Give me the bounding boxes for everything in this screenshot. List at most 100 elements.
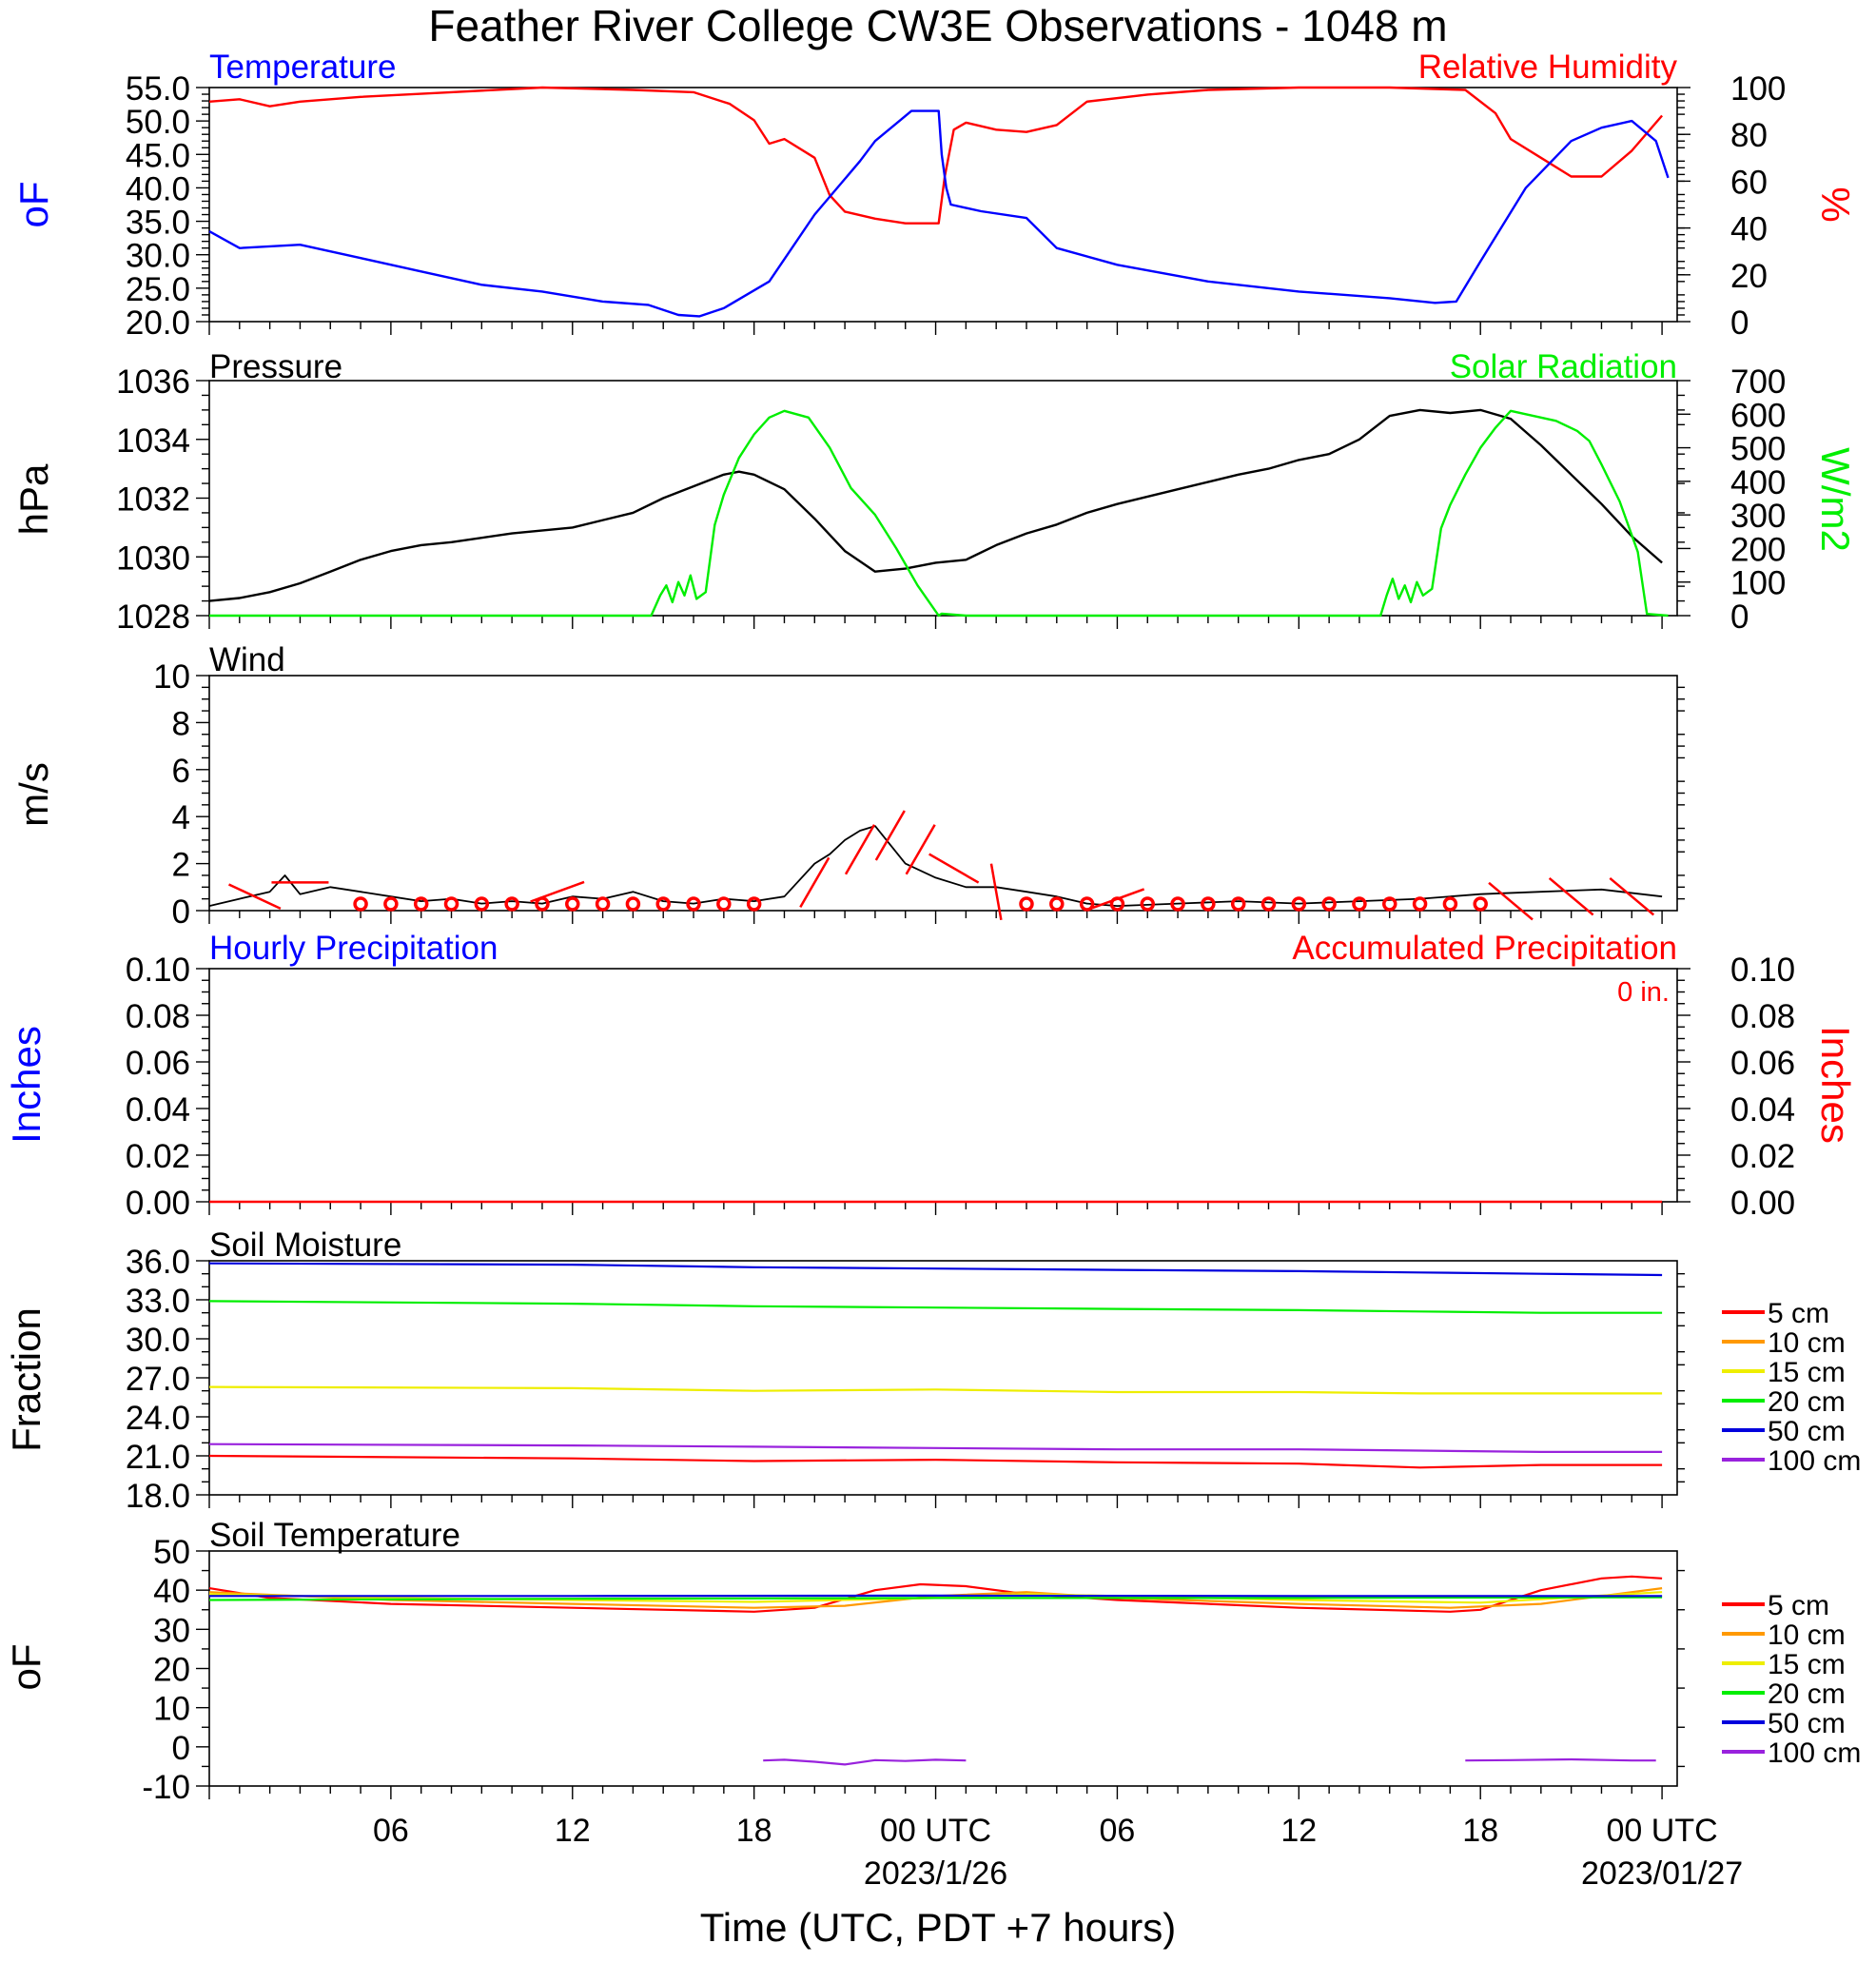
pressure-panel-frame [209,381,1677,616]
temperature-line [209,111,1669,317]
wind-speed-line [209,826,1662,906]
soil-moisture-legend-item: 20 cm [1768,1386,1846,1418]
accum-ytick-label: 0.04 [1730,1091,1795,1129]
soil-moisture-legend-item: 10 cm [1768,1327,1846,1359]
soil-moisture-legend-item: 5 cm [1768,1298,1829,1329]
accum-ytick-label: 0.10 [1730,952,1795,989]
pressure-ytick-label: 1028 [116,599,190,636]
calm-wind-circle [1354,898,1365,910]
hourly-precip-label: Hourly Precipitation [209,930,498,967]
solar-ytick-label: 0 [1730,599,1749,636]
temp-ytick-label: 55.0 [126,70,190,108]
soil-temp-ytick-label: 0 [172,1730,190,1767]
soil-moisture-label: Soil Moisture [209,1227,401,1264]
precip-ytick-label: 0.02 [126,1138,190,1175]
x-tick-label: 00 UTC [1607,1813,1718,1849]
wind-ytick-label: 8 [172,705,190,742]
solar-ytick-label: 600 [1730,397,1786,434]
calm-wind-circle [1444,898,1456,910]
wind-barb [1550,878,1593,915]
soil-temp-ytick-label: 30 [153,1612,190,1649]
pressure-line [209,410,1662,601]
accum-ytick-label: 0.08 [1730,998,1795,1035]
soil-moisture-ytick-label: 27.0 [126,1361,190,1398]
soil-moisture-ytick-label: 24.0 [126,1400,190,1437]
precip-unit-left: Inches [4,1026,49,1144]
pressure-ytick-label: 1030 [116,540,190,577]
date-label: 2023/1/26 [864,1855,1007,1892]
x-tick-label: 18 [1462,1813,1498,1849]
calm-wind-circle [597,898,609,910]
precip-ytick-label: 0.08 [126,998,190,1035]
wind-ytick-label: 0 [172,893,190,931]
calm-wind-circle [446,898,458,910]
pressure-unit-label: hPa [11,463,56,535]
calm-wind-circle [627,898,638,910]
chart-title: Feather River College CW3E Observations … [428,1,1447,50]
wind-panel-frame [209,676,1677,911]
humidity-label: Relative Humidity [1418,49,1678,86]
x-axis-title: Time (UTC, PDT +7 hours) [700,1905,1177,1950]
x-tick-label: 00 UTC [880,1813,991,1849]
soil-moisture-legend-item: 15 cm [1768,1357,1846,1388]
soil-temp-legend-item: 15 cm [1768,1649,1846,1680]
soil-temp-unit: oF [4,1643,49,1690]
wind-ytick-label: 6 [172,753,190,790]
solar-line [209,411,1669,616]
soil-moisture-line [209,1456,1662,1467]
wind-barb [1610,878,1653,915]
precip-ytick-label: 0.10 [126,952,190,989]
soil-moisture-ytick-label: 18.0 [126,1478,190,1515]
wind-unit-label: m/s [11,762,56,827]
temp-ytick-label: 20.0 [126,304,190,342]
soil-temp-ytick-label: 20 [153,1652,190,1689]
calm-wind-circle [1233,898,1244,910]
temp-ytick-label: 30.0 [126,238,190,275]
soil-temp-line [1465,1759,1655,1760]
pressure-ytick-label: 1034 [116,422,190,460]
x-tick-label: 12 [555,1813,591,1849]
solar-ytick-label: 200 [1730,531,1786,568]
soil-temp-legend-item: 20 cm [1768,1678,1846,1710]
calm-wind-circle [355,898,366,910]
wind-ytick-label: 10 [153,658,190,696]
calm-wind-circle [1263,898,1275,910]
wind-ytick-label: 2 [172,847,190,884]
soil-moisture-legend-item: 50 cm [1768,1416,1846,1447]
temp-ytick-label: 50.0 [126,104,190,141]
humidity-line [209,88,1662,224]
soil-moisture-line [209,1387,1662,1394]
rh-ytick-label: 80 [1730,117,1768,154]
rh-ytick-label: 100 [1730,70,1786,108]
soil-temp-ytick-label: 50 [153,1534,190,1571]
soil-moisture-line [209,1301,1662,1312]
soil-moisture-ytick-label: 33.0 [126,1283,190,1320]
soil-temp-legend-item: 5 cm [1768,1590,1829,1621]
precip-unit-right: Inches [1813,1026,1858,1144]
rh-ytick-label: 60 [1730,164,1768,201]
rh-ytick-label: 40 [1730,211,1768,248]
soil-temp-line [209,1577,1662,1612]
calm-wind-circle [1051,898,1063,910]
solar-ytick-label: 700 [1730,363,1786,401]
x-tick-label: 18 [736,1813,772,1849]
wind-barb [800,857,829,907]
wind-label: Wind [209,641,285,678]
soil-temp-ytick-label: 40 [153,1573,190,1610]
soil-moisture-ytick-label: 36.0 [126,1244,190,1281]
calm-wind-circle [1202,898,1214,910]
solar-unit-label: W/m2 [1813,447,1858,552]
rh-ytick-label: 0 [1730,304,1749,342]
calm-wind-circle [416,898,427,910]
calm-wind-circle [385,898,397,910]
rh-unit-label: % [1813,186,1858,222]
calm-wind-circle [657,898,669,910]
precip-ytick-label: 0.04 [126,1091,190,1129]
solar-ytick-label: 300 [1730,498,1786,535]
soil-moisture-legend-item: 100 cm [1768,1445,1861,1477]
calm-wind-circle [506,898,518,910]
calm-wind-circle [718,898,730,910]
pressure-ytick-label: 1032 [116,481,190,519]
accum-total-label: 0 in. [1617,977,1670,1008]
